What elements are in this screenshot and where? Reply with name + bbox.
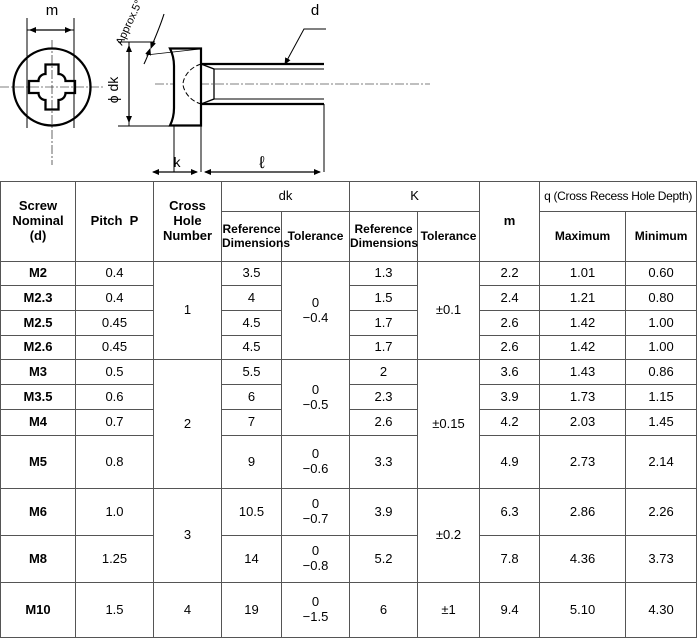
svg-text:m: m [46,2,59,19]
svg-text:ϕ dk: ϕ dk [105,76,121,104]
svg-text:ℓ: ℓ [258,153,265,172]
svg-text:k: k [174,154,182,170]
svg-text:d: d [311,2,319,19]
svg-text:Approx.5°: Approx.5° [114,0,145,47]
